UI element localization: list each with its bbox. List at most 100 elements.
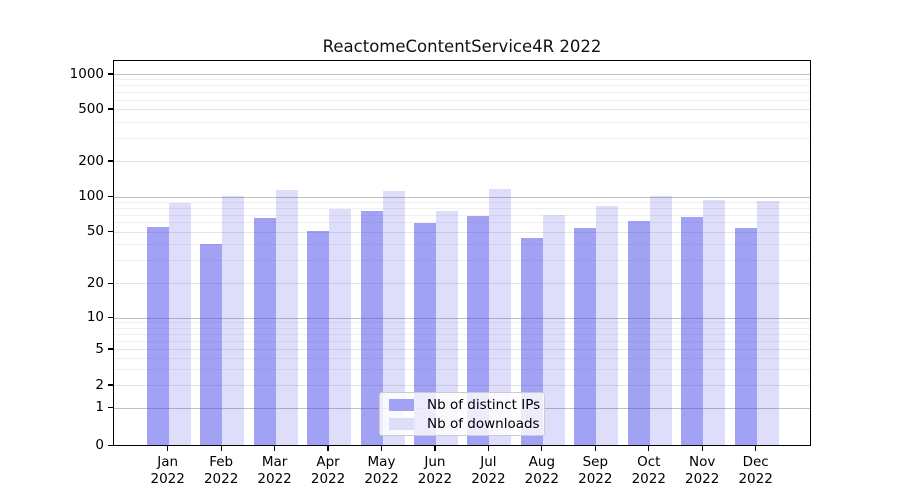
bar-ips-oct (627, 220, 650, 445)
y-tick-label-20: 20 (86, 274, 104, 291)
y-tick-mark-200 (108, 160, 113, 162)
x-tick-year: 2022 (631, 471, 666, 487)
bar-ips-apr (307, 230, 330, 445)
gridline-80 (114, 207, 810, 209)
legend-label-distinct-ips: Nb of distinct IPs (427, 396, 541, 413)
legend-item-distinct-ips: Nb of distinct IPs (389, 397, 540, 413)
y-tick-label-1: 1 (95, 399, 104, 416)
x-tick-mark-oct (648, 446, 650, 451)
x-tick-label-jul: Jul 2022 (456, 454, 520, 488)
y-tick-label-2: 2 (95, 376, 104, 393)
x-tick-month: Jan (157, 454, 179, 470)
x-tick-month: May (367, 454, 396, 470)
x-tick-year: 2022 (150, 471, 185, 487)
bar-ips-may (360, 211, 383, 445)
y-tick-mark-1000 (108, 73, 113, 75)
chart-title: ReactomeContentService4R 2022 (322, 37, 602, 56)
gridline-1000 (114, 74, 810, 75)
bar-downloads-aug (542, 215, 565, 445)
x-tick-month: Mar (261, 454, 288, 470)
x-tick-year: 2022 (738, 471, 773, 487)
bar-downloads-dec (756, 201, 779, 445)
y-tick-label-5: 5 (95, 340, 104, 357)
x-tick-mark-jun (434, 446, 436, 451)
x-tick-month: Jul (480, 454, 497, 470)
x-tick-mark-may (380, 446, 383, 451)
x-tick-month: Oct (637, 454, 661, 470)
bar-downloads-apr (329, 208, 352, 445)
bar-downloads-jul (489, 188, 512, 445)
bar-downloads-jun (435, 210, 458, 445)
x-tick-mark-nov (701, 446, 703, 451)
gridline-7 (114, 333, 810, 335)
y-tick-label-100: 100 (78, 188, 104, 205)
y-tick-label-10: 10 (86, 309, 104, 325)
x-tick-label-jan: Jan 2022 (136, 454, 200, 488)
bar-ips-mar (253, 218, 276, 445)
plot-area (113, 60, 811, 446)
x-tick-year: 2022 (310, 471, 346, 487)
x-tick-year: 2022 (471, 471, 506, 487)
gridline-20 (114, 283, 810, 285)
gridline-100 (114, 196, 810, 198)
x-tick-mark-jan (167, 446, 169, 451)
gridline-70 (114, 214, 810, 216)
legend-swatch-distinct-ips (389, 398, 414, 411)
y-tick-mark-10 (108, 316, 113, 319)
x-tick-label-oct: Oct 2022 (617, 454, 681, 488)
y-tick-label-0: 0 (95, 437, 104, 454)
gridline-300 (114, 137, 810, 139)
x-tick-year: 2022 (417, 471, 453, 487)
y-tick-label-200: 200 (78, 152, 104, 169)
legend-label-downloads: Nb of downloads (427, 415, 540, 432)
gridline-400 (114, 121, 810, 123)
x-tick-month: Feb (209, 454, 234, 470)
gridline-10 (114, 317, 810, 319)
bar-ips-feb (200, 244, 223, 445)
y-tick-mark-1 (108, 407, 113, 409)
y-tick-label-1000: 1000 (69, 65, 104, 82)
y-tick-mark-50 (108, 231, 113, 233)
legend-swatch-downloads (389, 417, 414, 430)
x-tick-label-aug: Aug 2022 (510, 454, 574, 488)
x-tick-year: 2022 (364, 471, 399, 487)
bar-ips-dec (734, 227, 757, 445)
x-tick-year: 2022 (203, 471, 239, 487)
x-tick-year: 2022 (257, 471, 292, 487)
gridline-200 (114, 161, 810, 162)
gridline-600 (114, 99, 810, 101)
y-tick-label-50: 50 (86, 223, 104, 240)
legend-item-downloads: Nb of downloads (389, 416, 540, 432)
gridline-5 (114, 349, 810, 350)
x-tick-label-dec: Dec 2022 (724, 454, 788, 488)
y-tick-mark-0 (108, 445, 113, 447)
y-tick-mark-500 (108, 108, 113, 110)
x-tick-month: Apr (316, 454, 340, 470)
x-tick-label-nov: Nov 2022 (670, 454, 734, 488)
x-tick-label-apr: Apr 2022 (296, 454, 360, 488)
x-tick-label-may: May 2022 (350, 454, 414, 488)
x-tick-month: Sep (582, 454, 609, 470)
x-tick-label-feb: Feb 2022 (189, 454, 253, 488)
gridline-9 (114, 322, 810, 324)
gridline-90 (114, 202, 810, 204)
bar-downloads-jan (168, 203, 191, 445)
gridline-40 (114, 244, 810, 246)
x-tick-mark-mar (273, 446, 276, 451)
bar-downloads-feb (222, 196, 245, 445)
gridline-6 (114, 340, 810, 342)
gridline-800 (114, 85, 810, 87)
y-tick-mark-2 (108, 384, 113, 386)
x-tick-month: Dec (742, 454, 769, 470)
bar-downloads-mar (275, 190, 298, 445)
gridline-3 (114, 369, 810, 371)
gridline-2 (114, 385, 810, 386)
bar-downloads-sep (596, 205, 619, 445)
x-tick-mark-jul (487, 446, 490, 451)
y-tick-mark-5 (108, 348, 113, 350)
y-tick-label-500: 500 (78, 100, 104, 117)
x-tick-label-sep: Sep 2022 (563, 454, 627, 488)
gridline-30 (114, 260, 810, 262)
bar-downloads-may (382, 191, 405, 445)
